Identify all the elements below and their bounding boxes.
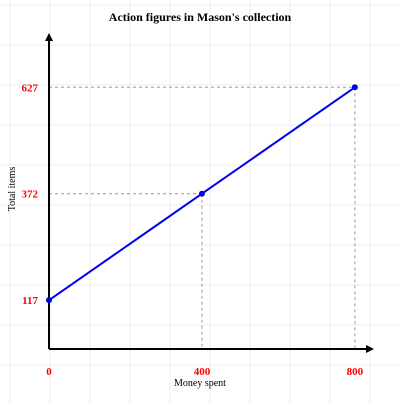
y-axis-arrow <box>45 33 53 41</box>
x-tick-label: 800 <box>347 366 364 378</box>
x-axis-arrow <box>366 345 374 353</box>
y-tick-label: 117 <box>22 295 38 307</box>
data-point <box>351 84 358 91</box>
x-axis-label: Money spent <box>174 378 226 389</box>
guide-lines <box>49 86 356 349</box>
chart-title: Action figures in Mason's collection <box>109 10 292 24</box>
y-axis-label: Total items <box>7 167 18 212</box>
data-point <box>198 190 205 197</box>
y-tick-label: 372 <box>22 189 39 201</box>
data-point <box>46 297 52 304</box>
x-tick-label: 0 <box>46 366 52 378</box>
series <box>46 84 358 304</box>
x-tick-label: 400 <box>194 366 211 378</box>
y-tick-label: 627 <box>22 82 39 94</box>
tick-labels: 0 400 800 117 372 627 <box>22 82 364 378</box>
